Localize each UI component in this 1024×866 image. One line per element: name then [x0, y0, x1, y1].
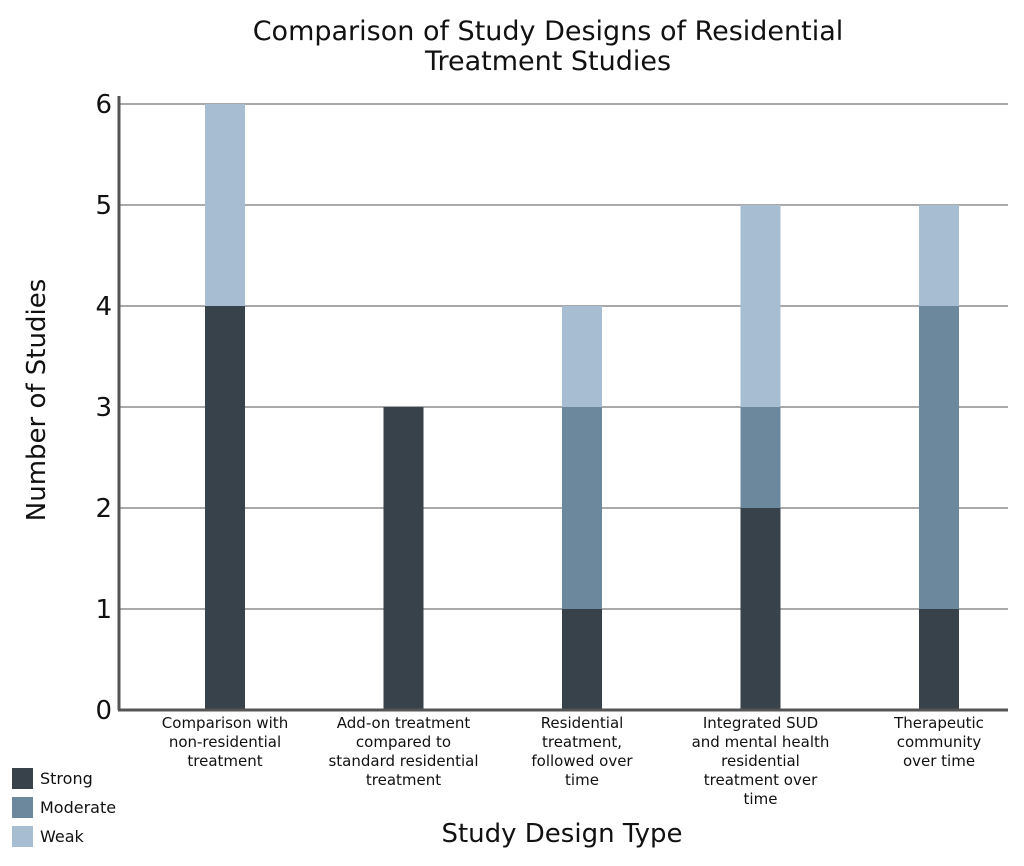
y-tick-label: 3	[95, 393, 112, 423]
x-tick-label: Integrated SUD and mental health residenti…	[692, 714, 830, 808]
bar-segment-strong	[740, 508, 781, 710]
bar-segment-strong	[383, 407, 424, 710]
legend-swatch-strong	[12, 768, 33, 789]
bar-segment-strong	[562, 609, 602, 710]
bar-segment-weak	[740, 205, 781, 407]
x-axis-label: Study Design Type	[441, 819, 682, 849]
x-tick-label: Comparison with non-residential treatment	[162, 714, 288, 770]
legend-swatch-moderate	[12, 797, 33, 818]
x-tick-label: Residential treatment, followed over time	[531, 714, 633, 789]
y-tick-label: 0	[95, 696, 112, 726]
x-tick-label: Therapeutic community over time	[893, 714, 984, 770]
bar-segment-weak	[919, 205, 959, 306]
legend-label: Moderate	[40, 798, 116, 817]
bar-segment-moderate	[562, 407, 602, 609]
axes	[117, 96, 1008, 712]
bar-segment-moderate	[919, 306, 959, 609]
bar-segment-weak	[562, 306, 602, 407]
y-tick-label: 5	[95, 191, 112, 221]
x-tick-labels: Comparison with non-residential treatment A…	[162, 714, 984, 808]
legend-label: Weak	[40, 827, 85, 846]
bars	[205, 104, 959, 710]
chart-title-line-2: Treatment Studies	[424, 46, 671, 77]
bar-segment-weak	[205, 104, 245, 306]
bar-segment-strong	[205, 306, 245, 710]
legend-label: Strong	[40, 769, 93, 788]
bar-segment-strong	[919, 609, 959, 710]
y-tick-label: 1	[95, 595, 112, 625]
x-tick-label: Add-on treatment compared to standard resi…	[328, 714, 478, 789]
chart-title-line-1: Comparison of Study Designs of Residenti…	[253, 16, 844, 47]
bar-segment-moderate	[740, 407, 781, 508]
y-tick-label: 6	[95, 90, 112, 120]
legend: Strong Moderate Weak	[12, 768, 116, 847]
y-tick-label: 2	[95, 494, 112, 524]
y-tick-labels: 0 1 2 3 4 5 6	[95, 90, 112, 726]
legend-swatch-weak	[12, 826, 33, 847]
y-axis-label: Number of Studies	[22, 279, 52, 521]
y-tick-label: 4	[95, 292, 112, 322]
